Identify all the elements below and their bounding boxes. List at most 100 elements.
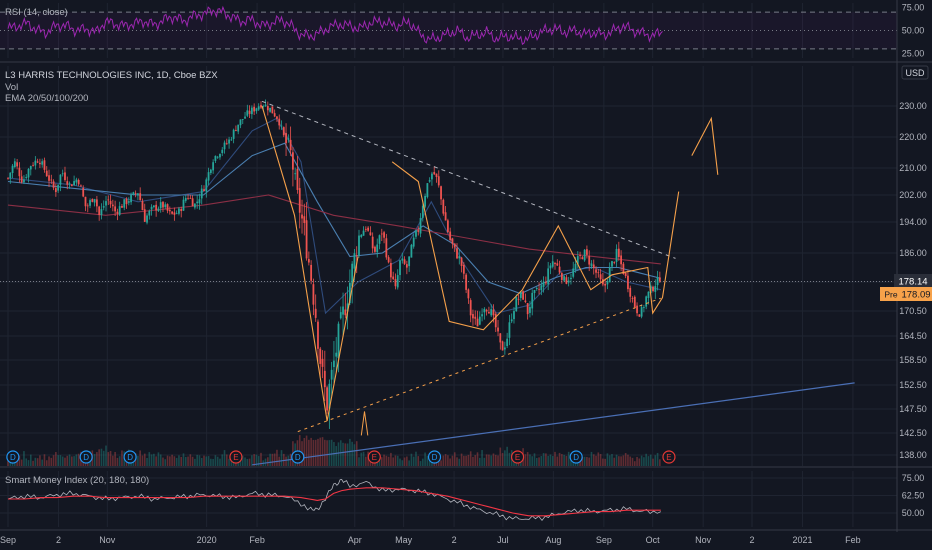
rsi-pane[interactable]: 75.00 50.00 25.00 [0,3,924,59]
symbol-title: L3 HARRIS TECHNOLOGIES INC, 1D, Cboe BZX [5,70,218,81]
candle-body [248,110,251,114]
volume-bar [440,460,442,466]
zigzag-drawing[interactable] [261,105,359,422]
volume-bar [267,457,269,466]
candle-body [34,160,37,166]
candle-body [565,277,568,284]
event-marker-letter: D [432,453,438,462]
candle-body [355,255,358,256]
candle-body [139,193,142,201]
candle-body [529,306,531,313]
volume-bar [387,456,390,466]
candle-body [25,176,28,178]
time-tick-label: 2021 [792,535,812,545]
candle-body [503,347,506,350]
volume-bar [121,450,123,466]
candle-body [32,164,34,166]
candle-body [394,279,397,287]
rsi-y-axis[interactable]: 75.00 50.00 25.00 [902,3,925,59]
volume-bar [337,442,340,466]
earnings-marker[interactable]: E [662,450,676,464]
candle-body [640,307,643,317]
currency-badge[interactable]: USD [901,65,929,80]
zigzag-drawing[interactable] [391,161,680,331]
volume-bar [492,453,495,466]
volume-bar [599,454,602,466]
volume-bar [645,453,647,466]
time-tick-label: Apr [348,535,362,545]
volume-bar [98,449,100,466]
candle-body [70,184,73,187]
volume-bar [55,452,57,466]
lower-trendline[interactable] [297,297,661,433]
volume-bar [64,457,66,466]
upper-trendline[interactable] [261,100,676,259]
candle-body [326,387,328,411]
dividend-marker[interactable]: D [123,450,137,464]
abc-mark[interactable] [360,411,369,436]
candle-body [617,248,620,258]
volume-bar [631,457,634,466]
prev-close-value: 178.09 [901,290,930,301]
time-tick-label: Aug [545,535,561,545]
candle-body [497,327,499,332]
volume-bar [659,459,661,466]
price-tick-label: 138.00 [899,450,927,460]
candle-body [159,202,162,209]
candle-body [134,193,137,194]
candle-body [191,198,194,207]
dividend-marker[interactable]: D [291,450,305,464]
zigzag-drawing[interactable] [691,116,719,175]
long-trendline[interactable] [252,382,855,466]
smi-tick-label: 75.00 [902,473,925,483]
event-marker-circle [662,450,676,464]
candle-body [59,174,62,185]
price-pane[interactable]: D D D E D E D E D E 230.00 220.00 210.00 202.00 194.0… [0,66,929,466]
candle-body [572,268,575,277]
dividend-marker[interactable]: D [6,450,20,464]
candle-body [269,107,272,112]
dividend-marker[interactable]: D [569,450,583,464]
earnings-marker[interactable]: E [229,450,243,464]
volume-bar [478,457,481,466]
candle-body [405,264,408,268]
dividend-marker[interactable]: D [79,450,93,464]
candle-body [276,116,278,119]
volume-bar [360,452,363,466]
volume-bar [27,460,30,466]
user-drawings[interactable] [252,100,855,466]
volume-bar [114,451,116,466]
volume-bar [112,455,114,466]
candle-body [563,276,566,281]
event-marker-circle [229,450,243,464]
dividend-marker[interactable]: D [427,450,442,464]
candle-body [371,236,374,249]
candle-body [148,210,151,216]
price-tick-label: 186.00 [899,248,927,258]
candle-body [132,192,135,195]
candle-body [378,235,381,244]
smi-y-axis[interactable]: 75.00 62.50 50.00 [902,473,925,518]
candle-body [567,280,570,283]
candle-body [107,199,110,201]
smi-slow-line [8,487,661,517]
earnings-marker[interactable]: E [510,450,525,464]
volume-bar [20,459,23,466]
volume-bar [7,460,9,466]
candle-body [620,255,623,265]
candle-body [289,139,292,151]
price-tick-label: 202.00 [899,190,927,200]
candle-body [171,211,174,214]
volume-bar [96,452,98,466]
candle-body [212,162,215,171]
volume-bar [221,454,224,466]
time-axis[interactable]: Sep 2 Nov 2020 Feb Apr May 2 Jul Aug Sep Oct Nov 2 202… [0,535,861,545]
earnings-marker[interactable]: E [367,450,381,464]
volume-bar [264,458,267,466]
volume-bar [611,454,613,466]
candle-body [219,153,221,158]
smi-pane[interactable]: 75.00 62.50 50.00 [0,471,924,527]
candle-body [351,263,354,287]
